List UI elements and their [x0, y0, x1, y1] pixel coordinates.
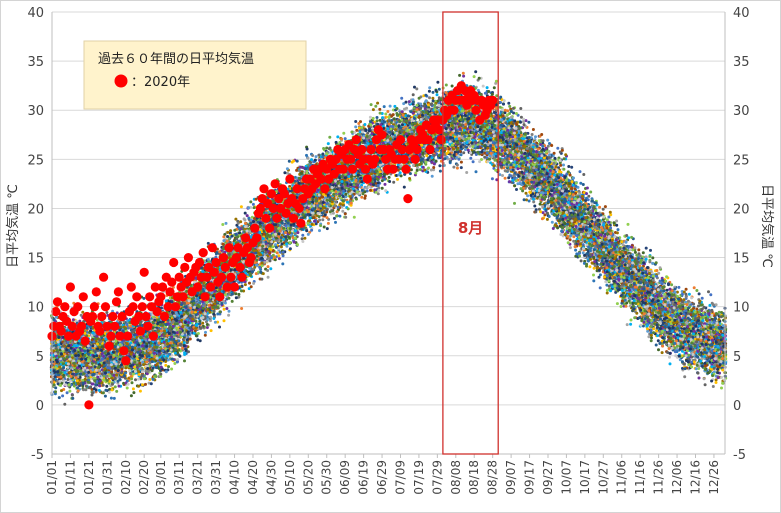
historical-point [546, 144, 550, 148]
historical-point [363, 196, 367, 200]
historical-point [209, 329, 213, 333]
historical-point [677, 285, 681, 289]
historical-point [633, 250, 637, 254]
historical-point [293, 175, 297, 179]
historical-point [248, 281, 251, 285]
historical-point [418, 168, 422, 172]
historical-point [79, 313, 83, 317]
historical-point [382, 105, 386, 109]
historical-point [507, 101, 511, 105]
historical-point [469, 156, 473, 160]
historical-point [209, 319, 212, 323]
historical-point [227, 309, 231, 313]
historical-point [409, 168, 413, 172]
data-points [47, 70, 728, 410]
historical-point [321, 218, 325, 222]
historical-point [490, 177, 494, 181]
historical-point [355, 128, 359, 132]
historical-point [598, 205, 602, 209]
historical-point [203, 333, 207, 337]
historical-point [374, 104, 378, 108]
historical-point [213, 320, 217, 324]
historical-point [376, 192, 380, 196]
historical-point [711, 385, 715, 388]
historical-point [286, 171, 289, 175]
historical-point [649, 328, 653, 332]
historical-point [427, 166, 430, 170]
historical-point [117, 384, 121, 388]
historical-point [266, 265, 270, 269]
historical-point [318, 218, 322, 222]
historical-point [131, 387, 135, 391]
historical-point [365, 189, 369, 193]
historical-point [474, 170, 478, 174]
historical-point [109, 396, 113, 400]
historical-point [578, 170, 582, 174]
historical-point [227, 313, 231, 317]
historical-point [598, 286, 602, 290]
historical-point [471, 160, 475, 164]
historical-point [277, 254, 281, 258]
historical-point [644, 246, 648, 250]
historical-point [266, 269, 270, 272]
historical-point [239, 205, 243, 209]
historical-point [670, 283, 674, 287]
historical-point [125, 386, 129, 390]
historical-point [254, 272, 258, 276]
historical-point [115, 389, 119, 393]
historical-point [574, 254, 578, 258]
historical-point [595, 262, 599, 266]
historical-point [592, 279, 596, 283]
historical-point [592, 266, 596, 270]
historical-point [383, 182, 387, 186]
historical-point [149, 382, 153, 386]
historical-point [568, 238, 572, 242]
historical-point [216, 320, 220, 324]
historical-point [388, 104, 392, 108]
historical-point [538, 202, 542, 206]
historical-point [649, 248, 652, 252]
historical-point [306, 156, 310, 160]
historical-point [305, 153, 308, 157]
historical-point [285, 244, 289, 248]
historical-point [619, 305, 623, 308]
historical-point [214, 255, 218, 259]
historical-point [341, 209, 345, 213]
historical-point [71, 318, 75, 322]
historical-point [515, 188, 518, 191]
historical-point [485, 86, 489, 90]
historical-point [592, 273, 595, 277]
historical-point [589, 190, 593, 194]
